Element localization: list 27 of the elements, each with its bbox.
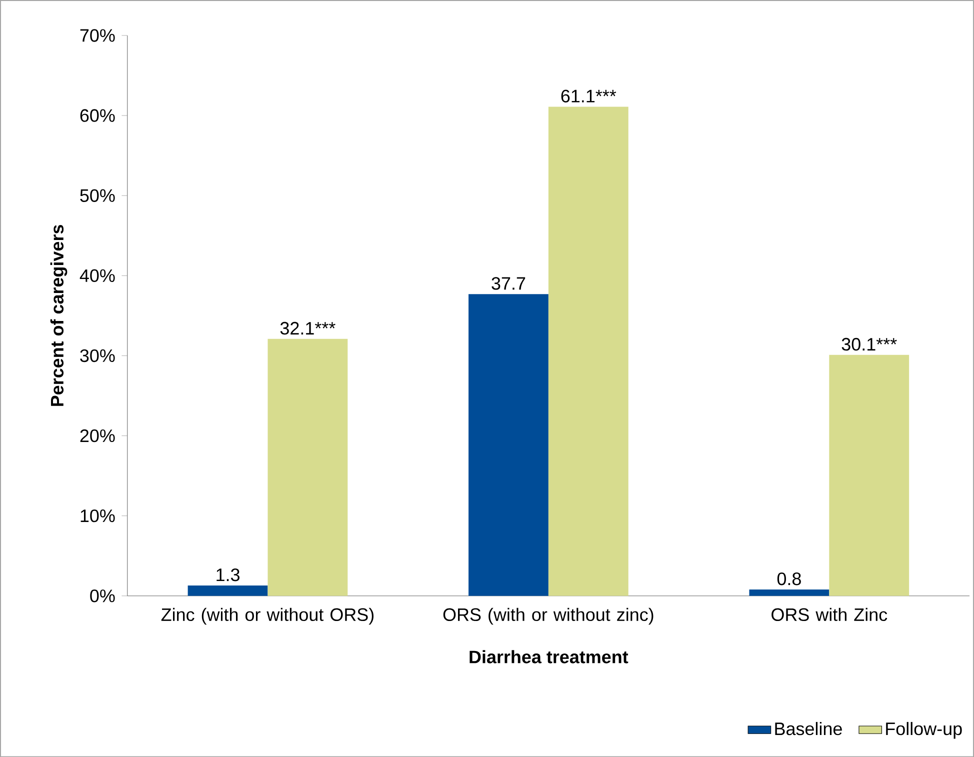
x-tick-label: ORS with Zinc <box>772 608 888 621</box>
y-tick-label: 60% <box>80 109 115 122</box>
data-label: 1.3 <box>216 568 240 582</box>
y-tick-label: 50% <box>80 189 115 202</box>
legend-label: Baseline <box>775 722 842 736</box>
y-tick-label: 30% <box>80 349 115 362</box>
legend-label: Follow-up <box>886 722 962 739</box>
y-tick-label: 20% <box>80 429 115 442</box>
x-tick-label: ORS (with or without zinc) <box>443 608 654 624</box>
bar <box>749 589 830 596</box>
data-label: 61.1*** <box>561 90 616 102</box>
bar <box>188 585 268 596</box>
y-tick-label: 0% <box>90 589 115 602</box>
data-label: 0.8 <box>777 572 801 586</box>
y-tick-label: 40% <box>80 269 115 282</box>
y-axis-title: Percent of caregivers <box>50 224 68 406</box>
x-tick-label: Zinc (with or without ORS) <box>161 608 374 624</box>
bar <box>468 294 548 596</box>
data-label: 30.1*** <box>842 338 897 351</box>
y-tick-label: 10% <box>80 509 115 522</box>
data-label: 37.7 <box>492 276 526 290</box>
y-tick-label: 70% <box>80 29 115 42</box>
bar <box>548 106 628 596</box>
bar <box>268 338 348 596</box>
x-axis-title: Diarrhea treatment <box>470 650 628 664</box>
bar <box>829 354 910 596</box>
data-label: 32.1*** <box>280 322 336 335</box>
